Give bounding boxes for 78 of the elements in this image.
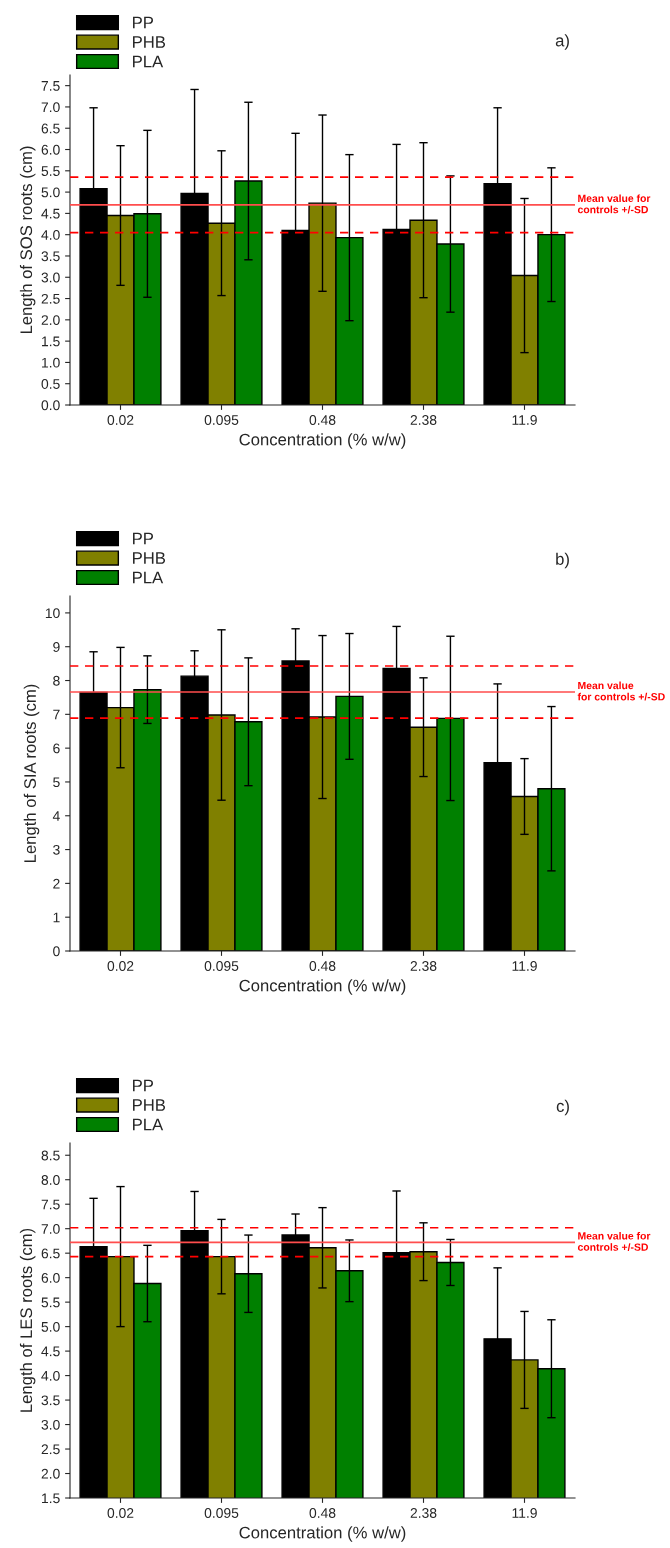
y-tick-label: 3.0: [41, 272, 60, 283]
y-axis-title: Length of LES roots (cm): [19, 1228, 36, 1412]
legend-label: PHB: [133, 36, 166, 48]
text: a): [555, 34, 569, 50]
y-tick-label: 5: [53, 777, 60, 788]
y-tick-label: 4.0: [41, 1370, 60, 1381]
y-tick-label: 5.0: [41, 187, 60, 198]
y-tick-label: 3.5: [41, 1395, 60, 1406]
y-tick-label: 2.0: [41, 315, 60, 326]
y-tick-label: 7.5: [41, 81, 60, 91]
y-tick-label: 4.0: [41, 230, 60, 240]
x-tick-label: 0.48: [309, 415, 336, 425]
y-tick-label: 2: [53, 878, 60, 889]
x-axis-title: Concentration (% w/w): [239, 1526, 406, 1542]
y-tick-label: 9: [53, 642, 60, 652]
text: b): [556, 552, 569, 569]
y-tick-label: 0.0: [41, 400, 60, 411]
y-tick-label: 3: [53, 844, 60, 855]
y-tick-label: 6.0: [41, 1272, 60, 1283]
ref-line-label: Mean value for controls +/-SD: [577, 194, 651, 214]
x-tick-label: 0.095: [204, 961, 239, 971]
y-tick-label: 5.0: [41, 1321, 60, 1332]
x-tick-label: 11.9: [512, 1508, 537, 1518]
y-tick-label: 0.5: [41, 379, 60, 389]
y-tick-label: 7.5: [41, 1199, 60, 1210]
legend-label: PP: [133, 1079, 154, 1092]
y-tick-label: 7: [53, 709, 60, 720]
x-tick-label: 0.02: [107, 961, 134, 971]
x-tick-label: 2.38: [410, 961, 437, 971]
x-tick-label: 0.48: [309, 961, 336, 971]
y-axis-title: Length of SOS roots (cm): [19, 146, 36, 334]
y-tick-label: 5.5: [41, 1297, 60, 1308]
legend-label: PP: [133, 532, 154, 545]
y-tick-label: 6.5: [41, 123, 60, 134]
x-tick-label: 11.9: [512, 961, 537, 971]
y-tick-label: 10: [45, 608, 60, 619]
y-tick-label: 8.0: [41, 1175, 60, 1185]
x-tick-label: 11.9: [512, 415, 537, 425]
y-tick-label: 4.5: [41, 208, 60, 219]
x-tick-label: 0.02: [107, 415, 134, 425]
y-tick-label: 1: [53, 912, 60, 923]
y-tick-label: 0: [53, 946, 60, 957]
y-tick-label: 8.5: [41, 1150, 60, 1161]
x-tick-label: 2.38: [410, 1508, 437, 1518]
y-tick-label: 8: [53, 675, 60, 686]
legend-label: PLA: [133, 571, 164, 584]
y-tick-label: 1.0: [42, 357, 60, 368]
y-tick-label: 6.0: [41, 144, 60, 155]
y-tick-label: 5.5: [41, 166, 60, 176]
x-axis-title: Concentration (% w/w): [239, 433, 406, 449]
y-tick-label: 1.5: [42, 336, 60, 347]
x-tick-label: 0.095: [204, 415, 239, 425]
y-tick-label: 6: [53, 743, 60, 754]
legend-label: PLA: [133, 1118, 164, 1131]
y-tick-label: 1.5: [42, 1493, 60, 1504]
y-tick-label: 4: [52, 811, 60, 821]
y-axis-title: Length of SIA roots (cm): [23, 684, 40, 862]
legend-label: PP: [133, 16, 154, 29]
legend-label: PHB: [133, 1099, 166, 1111]
x-axis-title: Concentration (% w/w): [239, 979, 406, 995]
y-tick-label: 4.5: [41, 1346, 60, 1357]
y-tick-label: 2.5: [41, 1444, 60, 1455]
y-tick-label: 3.0: [41, 1419, 60, 1430]
x-tick-label: 0.48: [309, 1508, 336, 1518]
y-tick-label: 2.5: [41, 293, 60, 304]
text: c): [556, 1099, 569, 1116]
y-tick-label: 3.5: [41, 251, 60, 262]
y-tick-label: 7.0: [41, 102, 60, 113]
legend-label: PHB: [133, 552, 166, 564]
x-tick-label: 0.095: [204, 1508, 239, 1518]
y-tick-label: 2.0: [41, 1468, 60, 1479]
legend-label: PLA: [133, 55, 164, 68]
x-tick-label: 0.02: [107, 1508, 134, 1518]
x-tick-label: 2.38: [410, 415, 437, 425]
ref-line-label: Mean value for controls +/-SD: [577, 681, 665, 701]
y-tick-label: 6.5: [41, 1248, 60, 1259]
y-tick-label: 7.0: [41, 1224, 60, 1234]
ref-line-label: Mean value for controls +/-SD: [577, 1231, 651, 1251]
